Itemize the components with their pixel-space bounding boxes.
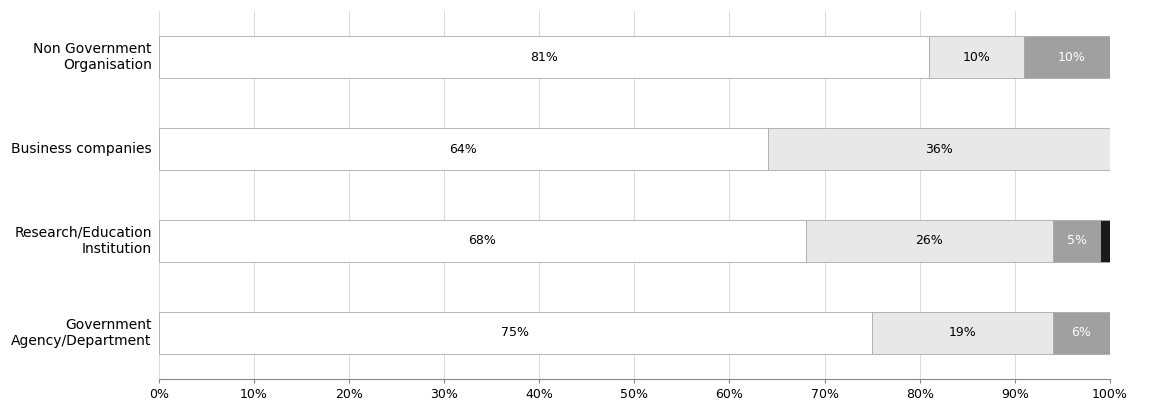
Text: 7%: 7%: [1134, 143, 1154, 155]
Bar: [159, 312, 873, 354]
Bar: [873, 312, 1053, 354]
Bar: [1110, 128, 1176, 170]
Text: 11%: 11%: [1138, 234, 1167, 248]
Text: 68%: 68%: [468, 234, 496, 248]
Bar: [159, 220, 806, 262]
Text: 5%: 5%: [1067, 234, 1087, 248]
Text: 81%: 81%: [530, 51, 557, 63]
Bar: [929, 36, 1024, 78]
Text: 10%: 10%: [963, 51, 990, 63]
Text: 75%: 75%: [501, 326, 529, 339]
Bar: [768, 128, 1110, 170]
Text: 10%: 10%: [1058, 51, 1085, 63]
Text: 6%: 6%: [1071, 326, 1091, 339]
Bar: [1120, 36, 1167, 78]
Bar: [1101, 220, 1176, 262]
Bar: [1053, 312, 1110, 354]
Text: 36%: 36%: [924, 143, 953, 155]
Bar: [159, 36, 929, 78]
Bar: [1110, 312, 1138, 354]
Bar: [806, 220, 1053, 262]
Bar: [159, 128, 768, 170]
Text: 26%: 26%: [915, 234, 943, 248]
Text: 19%: 19%: [949, 326, 976, 339]
Bar: [1053, 220, 1101, 262]
Bar: [1024, 36, 1120, 78]
Text: 64%: 64%: [449, 143, 477, 155]
Text: 3%: 3%: [1115, 326, 1134, 339]
Text: 5%: 5%: [1134, 51, 1154, 63]
